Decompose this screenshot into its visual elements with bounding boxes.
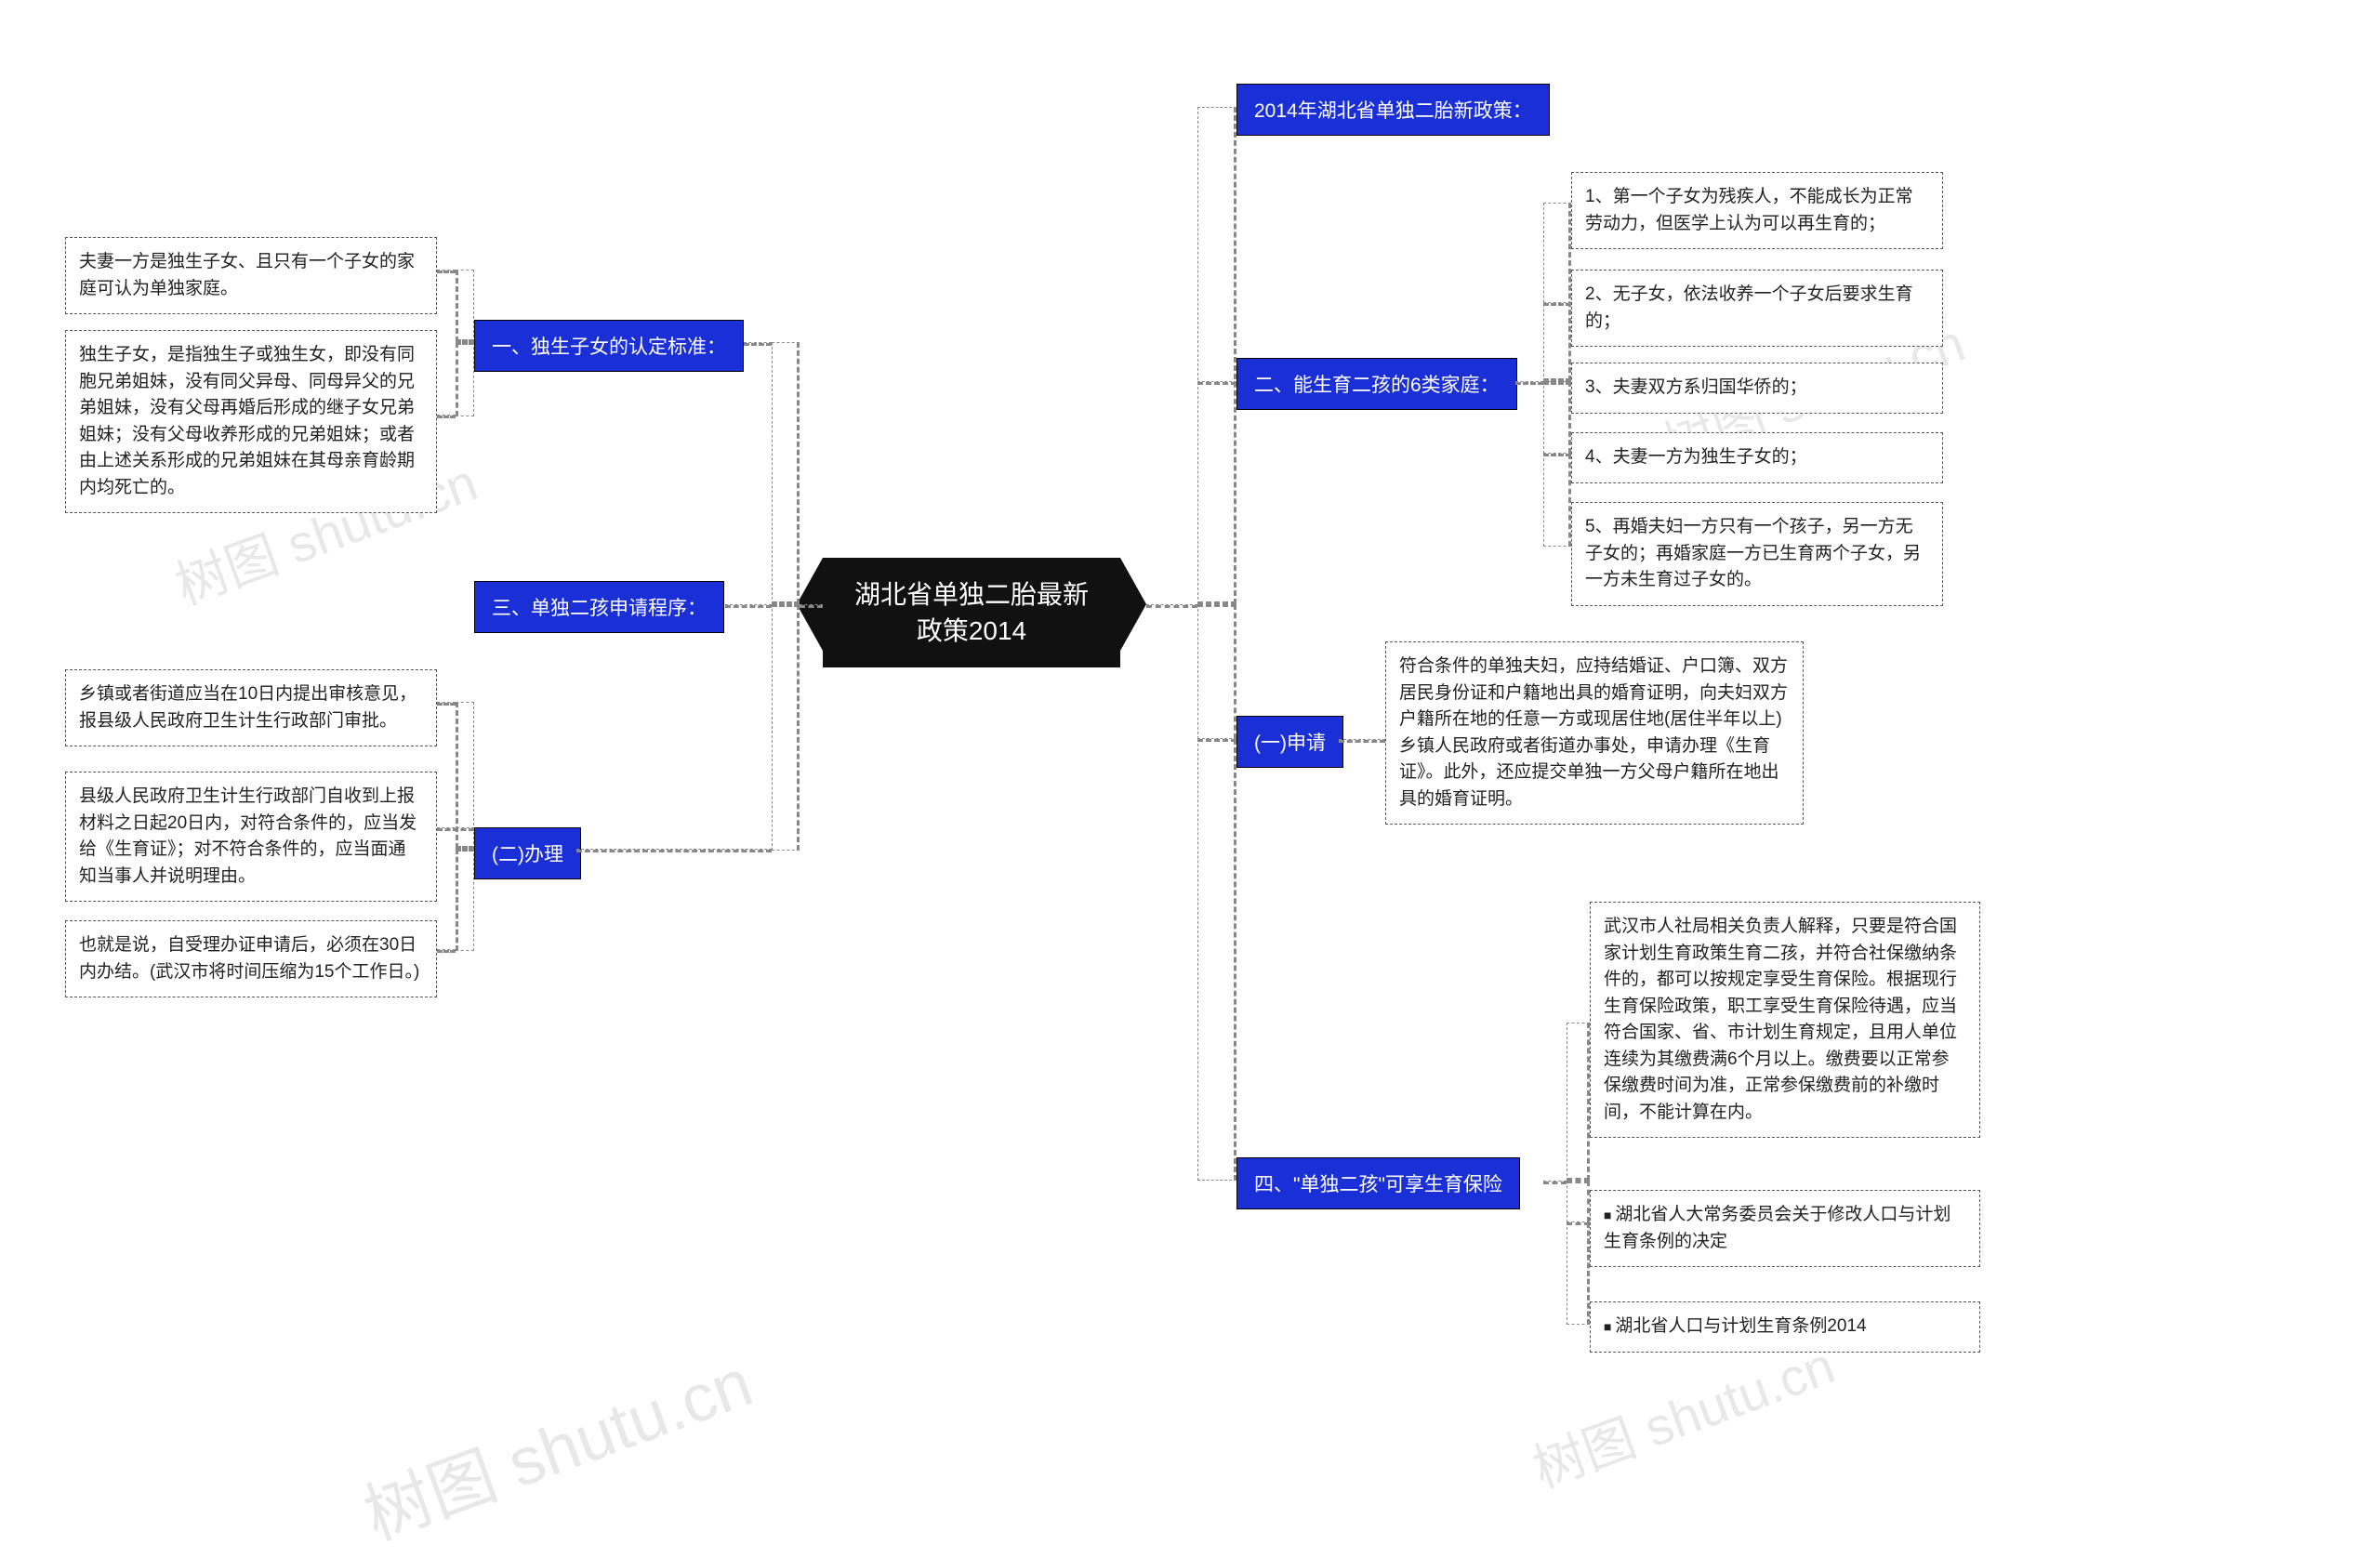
- branch-node-1: 一、独生子女的认定标准：: [474, 320, 744, 372]
- connector: [576, 849, 772, 852]
- connector: [1567, 1181, 1590, 1222]
- connector: [1543, 302, 1571, 306]
- leaf-node: 2、无子女，依法收养一个子女后要求生育的；: [1571, 270, 1943, 347]
- connector: [1543, 381, 1571, 454]
- leaf-node: 4、夫妻一方为独生子女的；: [1571, 432, 1943, 483]
- leaf-node: 湖北省人口与计划生育条例2014: [1590, 1301, 1980, 1353]
- connector: [456, 270, 474, 342]
- connector: [437, 949, 456, 953]
- connector: [1543, 1181, 1567, 1184]
- branch-node-r4: 四、"单独二孩"可享生育保险: [1236, 1157, 1520, 1209]
- connector: [800, 604, 823, 608]
- leaf-node: 独生子女，是指独生子或独生女，即没有同胞兄弟姐妹，没有同父异母、同母异父的兄弟姐…: [65, 330, 437, 513]
- connector: [437, 415, 456, 418]
- connector: [1567, 1023, 1590, 1181]
- leaf-node: 也就是说，自受理办证申请后，必须在30日内办结。(武汉市将时间压缩为15个工作日…: [65, 920, 437, 997]
- leaf-node: 1、第一个子女为残疾人，不能成长为正常劳动力，但医学上认为可以再生育的；: [1571, 172, 1943, 249]
- connector: [772, 342, 800, 604]
- leaf-node: 夫妻一方是独生子女、且只有一个子女的家庭可认为单独家庭。: [65, 237, 437, 314]
- leaf-node: 武汉市人社局相关负责人解释，只要是符合国家计划生育政策生育二孩，并符合社保缴纳条…: [1590, 902, 1980, 1138]
- connector: [772, 604, 800, 851]
- connector: [456, 849, 474, 951]
- branch-node-3: 三、单独二孩申请程序：: [474, 581, 724, 633]
- connector: [437, 270, 456, 273]
- watermark: 树图 shutu.cn: [349, 1328, 763, 1558]
- connector: [1543, 203, 1571, 381]
- connector: [1146, 604, 1197, 608]
- connector: [1197, 107, 1236, 604]
- leaf-node: 5、再婚夫妇一方只有一个孩子，另一方无子女的；再婚家庭一方已生育两个子女，另一方…: [1571, 502, 1943, 606]
- connector: [744, 342, 772, 346]
- connector: [1515, 381, 1543, 385]
- connector: [1543, 454, 1571, 547]
- root-node: 湖北省单独二胎最新政策2014: [823, 558, 1120, 667]
- connector: [437, 702, 456, 706]
- branch-node-3-2: (二)办理: [474, 827, 581, 879]
- branch-node-r2: 二、能生育二孩的6类家庭：: [1236, 358, 1517, 410]
- connector: [1339, 739, 1385, 743]
- leaf-node: 县级人民政府卫生计生行政部门自收到上报材料之日起20日内，对符合条件的，应当发给…: [65, 772, 437, 902]
- connector: [1197, 381, 1236, 385]
- branch-node-r0: 2014年湖北省单独二胎新政策：: [1236, 84, 1550, 136]
- connector: [1197, 739, 1236, 1181]
- leaf-node: 湖北省人大常务委员会关于修改人口与计划生育条例的决定: [1590, 1190, 1980, 1267]
- leaf-node: 3、夫妻双方系归国华侨的；: [1571, 363, 1943, 414]
- connector: [437, 827, 474, 831]
- branch-node-r31: (一)申请: [1236, 716, 1343, 768]
- connector: [725, 604, 772, 608]
- leaf-node: 乡镇或者街道应当在10日内提出审核意见，报县级人民政府卫生计生行政部门审批。: [65, 669, 437, 746]
- connector: [1567, 1222, 1590, 1325]
- connector: [1197, 604, 1236, 739]
- leaf-node: 符合条件的单独夫妇，应持结婚证、户口簿、双方居民身份证和户籍地出具的婚育证明，向…: [1385, 641, 1804, 825]
- connector: [456, 342, 474, 416]
